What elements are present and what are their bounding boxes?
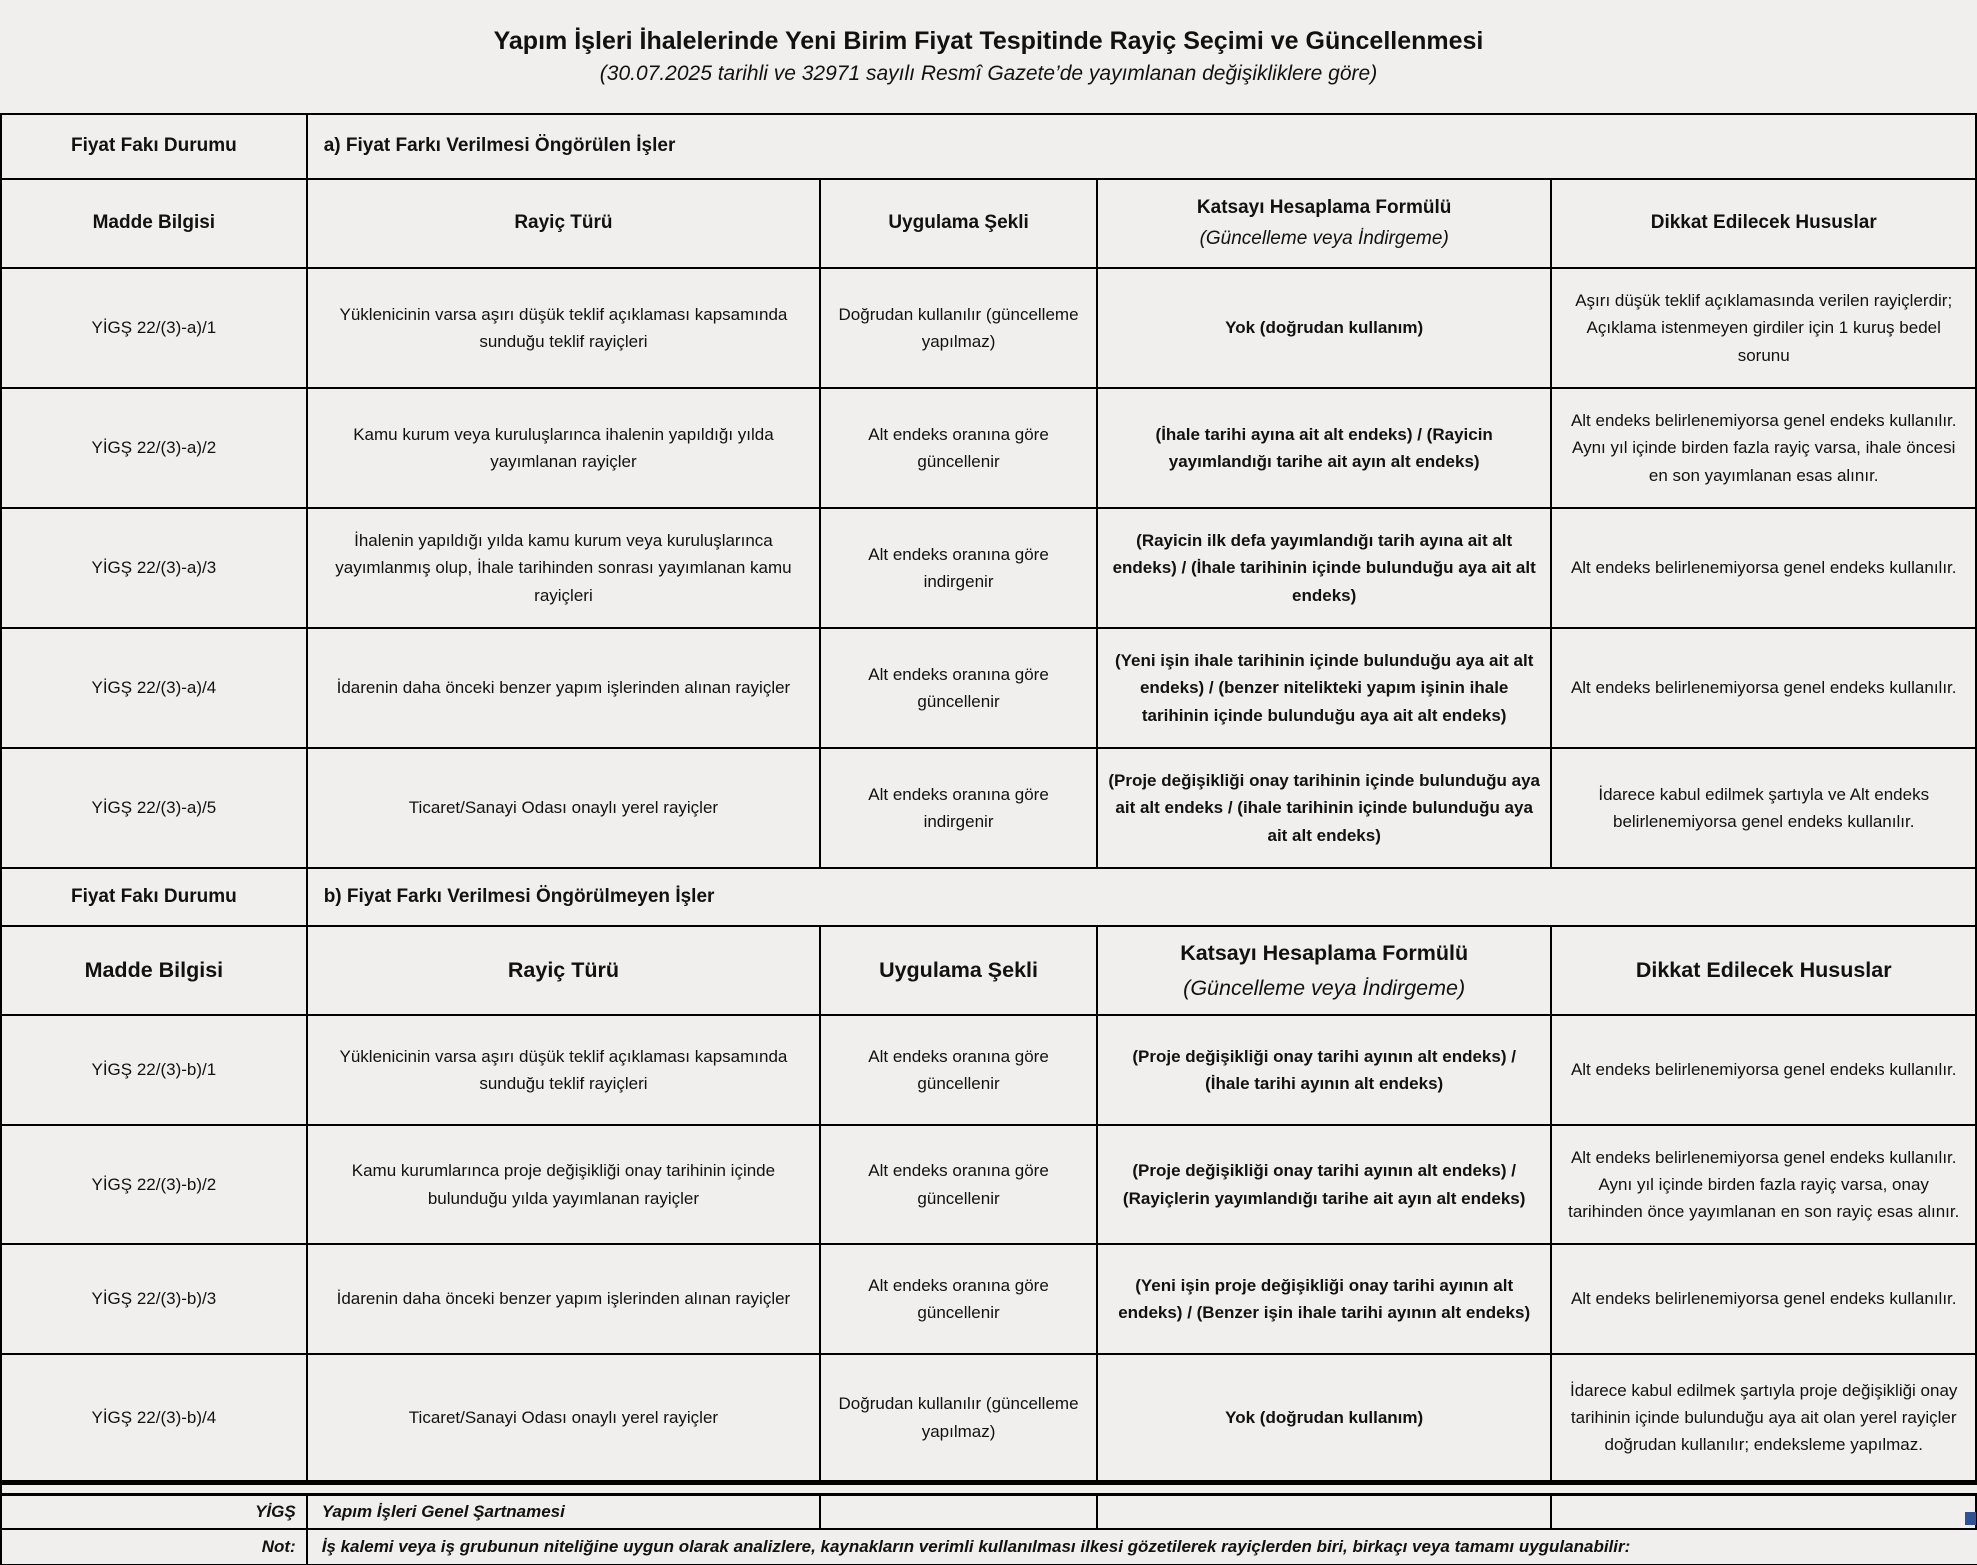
madde-cell: YİGŞ 22/(3)-a)/5 bbox=[2, 749, 308, 867]
empty-cell bbox=[821, 1496, 1098, 1528]
madde-cell: YİGŞ 22/(3)-a)/2 bbox=[2, 389, 308, 507]
dikkat-cell: Alt endeks belirlenemiyorsa genel endeks… bbox=[1552, 509, 1977, 627]
table-row: YİGŞ 22/(3)-b)/4 Ticaret/Sanayi Odası on… bbox=[2, 1355, 1977, 1482]
separator-band bbox=[2, 1482, 1977, 1496]
rayic-cell: Ticaret/Sanayi Odası onaylı yerel rayiçl… bbox=[308, 1355, 822, 1480]
header-madde: Madde Bilgisi bbox=[2, 927, 308, 1014]
madde-cell: YİGŞ 22/(3)-a)/3 bbox=[2, 509, 308, 627]
rayic-cell: Kamu kurum veya kuruluşlarınca ihalenin … bbox=[308, 389, 822, 507]
title-block: Yapım İşleri İhalelerinde Yeni Birim Fiy… bbox=[0, 0, 1977, 113]
uygulama-cell: Alt endeks oranına göre indirgenir bbox=[821, 509, 1098, 627]
dikkat-cell: Alt endeks belirlenemiyorsa genel endeks… bbox=[1552, 1016, 1977, 1124]
header-dikkat: Dikkat Edilecek Hususlar bbox=[1552, 927, 1977, 1014]
uygulama-cell: Alt endeks oranına göre güncellenir bbox=[821, 629, 1098, 747]
abbr-value: Yapım İşleri Genel Şartnamesi bbox=[308, 1496, 822, 1528]
header-rayic: Rayiç Türü bbox=[308, 180, 822, 267]
section-a-title: a) Fiyat Farkı Verilmesi Öngörülen İşler bbox=[308, 115, 1977, 178]
madde-cell: YİGŞ 22/(3)-b)/4 bbox=[2, 1355, 308, 1480]
rayic-table: Fiyat Fakı Durumu a) Fiyat Farkı Verilme… bbox=[0, 113, 1977, 1565]
uygulama-cell: Alt endeks oranına göre güncellenir bbox=[821, 389, 1098, 507]
header-formul-line2: (Güncelleme veya İndirgeme) bbox=[1183, 975, 1466, 1000]
table-row: YİGŞ 22/(3)-b)/2 Kamu kurumlarınca proje… bbox=[2, 1126, 1977, 1245]
note-label: Not: bbox=[2, 1530, 308, 1564]
uygulama-cell: Doğrudan kullanılır (güncelleme yapılmaz… bbox=[821, 269, 1098, 387]
header-formul-line2: (Güncelleme veya İndirgeme) bbox=[1199, 227, 1449, 249]
header-dikkat: Dikkat Edilecek Hususlar bbox=[1552, 180, 1977, 267]
header-formul: Katsayı Hesaplama Formülü (Güncelleme ve… bbox=[1098, 180, 1553, 267]
dikkat-cell: İdarece kabul edilmek şartıyla proje değ… bbox=[1552, 1355, 1977, 1480]
empty-cell bbox=[1098, 1496, 1553, 1528]
band-label: Fiyat Fakı Durumu bbox=[2, 115, 308, 178]
header-formul-line1: Katsayı Hesaplama Formülü bbox=[1180, 941, 1469, 966]
madde-cell: YİGŞ 22/(3)-a)/1 bbox=[2, 269, 308, 387]
table-row: YİGŞ 22/(3)-a)/5 Ticaret/Sanayi Odası on… bbox=[2, 749, 1977, 869]
page-title: Yapım İşleri İhalelerinde Yeni Birim Fiy… bbox=[493, 27, 1484, 55]
rayic-cell: Yüklenicinin varsa aşırı düşük teklif aç… bbox=[308, 269, 822, 387]
uygulama-cell: Alt endeks oranına göre güncellenir bbox=[821, 1245, 1098, 1353]
header-formul: Katsayı Hesaplama Formülü (Güncelleme ve… bbox=[1098, 927, 1553, 1014]
table-row: YİGŞ 22/(3)-a)/3 İhalenin yapıldığı yıld… bbox=[2, 509, 1977, 629]
formul-cell: (Proje değişikliği onay tarihi ayının al… bbox=[1098, 1126, 1553, 1243]
page-subtitle: (30.07.2025 tarihli ve 32971 sayılı Resm… bbox=[599, 62, 1378, 85]
header-formul-line1: Katsayı Hesaplama Formülü bbox=[1196, 197, 1452, 219]
abbreviation-row: YİGŞ Yapım İşleri Genel Şartnamesi bbox=[2, 1496, 1977, 1530]
formul-cell: Yok (doğrudan kullanım) bbox=[1098, 269, 1553, 387]
band-label: Fiyat Fakı Durumu bbox=[2, 869, 308, 925]
madde-cell: YİGŞ 22/(3)-b)/1 bbox=[2, 1016, 308, 1124]
table-row: YİGŞ 22/(3)-a)/4 İdarenin daha önceki be… bbox=[2, 629, 1977, 749]
table-footer: YİGŞ Yapım İşleri Genel Şartnamesi Not: … bbox=[2, 1482, 1977, 1565]
empty-cell bbox=[1552, 1496, 1977, 1528]
uygulama-cell: Alt endeks oranına göre indirgenir bbox=[821, 749, 1098, 867]
dikkat-cell: Alt endeks belirlenemiyorsa genel endeks… bbox=[1552, 1245, 1977, 1353]
table-row: YİGŞ 22/(3)-b)/3 İdarenin daha önceki be… bbox=[2, 1245, 1977, 1355]
section-b-band: Fiyat Fakı Durumu b) Fiyat Farkı Verilme… bbox=[2, 869, 1977, 927]
formul-cell: (Yeni işin ihale tarihinin içinde bulund… bbox=[1098, 629, 1553, 747]
rayic-cell: Yüklenicinin varsa aşırı düşük teklif aç… bbox=[308, 1016, 822, 1124]
section-b-title: b) Fiyat Farkı Verilmesi Öngörülmeyen İş… bbox=[308, 869, 1977, 925]
section-b-header-row: Madde Bilgisi Rayiç Türü Uygulama Şekli … bbox=[2, 927, 1977, 1016]
rayic-cell: İdarenin daha önceki benzer yapım işleri… bbox=[308, 629, 822, 747]
rayic-cell: İhalenin yapıldığı yılda kamu kurum veya… bbox=[308, 509, 822, 627]
dikkat-cell: Aşırı düşük teklif açıklamasında verilen… bbox=[1552, 269, 1977, 387]
rayic-cell: Kamu kurumlarınca proje değişikliği onay… bbox=[308, 1126, 822, 1243]
header-madde: Madde Bilgisi bbox=[2, 180, 308, 267]
dikkat-cell: Alt endeks belirlenemiyorsa genel endeks… bbox=[1552, 1126, 1977, 1243]
rayic-cell: Ticaret/Sanayi Odası onaylı yerel rayiçl… bbox=[308, 749, 822, 867]
dikkat-cell: Alt endeks belirlenemiyorsa genel endeks… bbox=[1552, 389, 1977, 507]
formul-cell: (Proje değişikliği onay tarihinin içinde… bbox=[1098, 749, 1553, 867]
table-row: YİGŞ 22/(3)-a)/2 Kamu kurum veya kuruluş… bbox=[2, 389, 1977, 509]
uygulama-cell: Alt endeks oranına göre güncellenir bbox=[821, 1126, 1098, 1243]
table-row: YİGŞ 22/(3)-b)/1 Yüklenicinin varsa aşır… bbox=[2, 1016, 1977, 1126]
formul-cell: (Rayicin ilk defa yayımlandığı tarih ayı… bbox=[1098, 509, 1553, 627]
dikkat-cell: İdarece kabul edilmek şartıyla ve Alt en… bbox=[1552, 749, 1977, 867]
formul-cell: (Proje değişikliği onay tarihi ayının al… bbox=[1098, 1016, 1553, 1124]
header-uygulama: Uygulama Şekli bbox=[821, 927, 1098, 1014]
rayic-cell: İdarenin daha önceki benzer yapım işleri… bbox=[308, 1245, 822, 1353]
section-a-header-row: Madde Bilgisi Rayiç Türü Uygulama Şekli … bbox=[2, 180, 1977, 269]
madde-cell: YİGŞ 22/(3)-b)/2 bbox=[2, 1126, 308, 1243]
header-rayic: Rayiç Türü bbox=[308, 927, 822, 1014]
uygulama-cell: Alt endeks oranına göre güncellenir bbox=[821, 1016, 1098, 1124]
note-value: İş kalemi veya iş grubunun niteliğine uy… bbox=[321, 1537, 1631, 1557]
table-row: YİGŞ 22/(3)-a)/1 Yüklenicinin varsa aşır… bbox=[2, 269, 1977, 389]
header-uygulama: Uygulama Şekli bbox=[821, 180, 1098, 267]
formul-cell: Yok (doğrudan kullanım) bbox=[1098, 1355, 1553, 1480]
note-row: Not: İş kalemi veya iş grubunun niteliği… bbox=[2, 1530, 1977, 1565]
madde-cell: YİGŞ 22/(3)-b)/3 bbox=[2, 1245, 308, 1353]
corner-marker-icon bbox=[1965, 1512, 1976, 1525]
abbr-label: YİGŞ bbox=[2, 1496, 308, 1528]
dikkat-cell: Alt endeks belirlenemiyorsa genel endeks… bbox=[1552, 629, 1977, 747]
section-a-band: Fiyat Fakı Durumu a) Fiyat Farkı Verilme… bbox=[2, 115, 1977, 180]
formul-cell: (Yeni işin proje değişikliği onay tarihi… bbox=[1098, 1245, 1553, 1353]
section-a: Fiyat Fakı Durumu a) Fiyat Farkı Verilme… bbox=[2, 115, 1977, 869]
madde-cell: YİGŞ 22/(3)-a)/4 bbox=[2, 629, 308, 747]
uygulama-cell: Doğrudan kullanılır (güncelleme yapılmaz… bbox=[821, 1355, 1098, 1480]
formul-cell: (İhale tarihi ayına ait alt endeks) / (R… bbox=[1098, 389, 1553, 507]
section-b: Fiyat Fakı Durumu b) Fiyat Farkı Verilme… bbox=[2, 869, 1977, 1482]
